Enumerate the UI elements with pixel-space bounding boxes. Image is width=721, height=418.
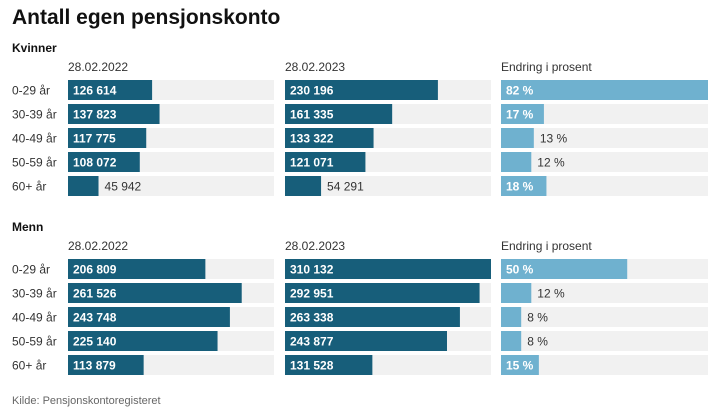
bar bbox=[285, 80, 438, 100]
bar bbox=[285, 331, 447, 351]
data-label: 121 071 bbox=[290, 156, 334, 170]
bar bbox=[501, 355, 539, 375]
bar bbox=[68, 283, 242, 303]
data-label: 131 528 bbox=[290, 359, 334, 373]
data-label: 8 % bbox=[527, 335, 548, 349]
bar-track bbox=[501, 307, 708, 327]
bar bbox=[68, 80, 153, 100]
category-label: 30-39 år bbox=[12, 108, 57, 122]
data-label: 133 322 bbox=[290, 132, 334, 146]
data-label: 117 775 bbox=[73, 132, 116, 146]
bar bbox=[68, 128, 147, 148]
bar-track bbox=[501, 355, 708, 375]
data-label: 230 196 bbox=[290, 84, 334, 98]
series-header: Endring i prosent bbox=[501, 239, 592, 253]
bar bbox=[285, 259, 491, 279]
category-label: 60+ år bbox=[12, 180, 46, 194]
bar-track bbox=[501, 283, 708, 303]
data-label: 108 072 bbox=[73, 156, 117, 170]
bar bbox=[501, 152, 532, 172]
category-label: 60+ år bbox=[12, 359, 46, 373]
bar bbox=[285, 128, 374, 148]
data-label: 12 % bbox=[537, 287, 565, 301]
data-label: 243 748 bbox=[73, 311, 117, 325]
data-label: 8 % bbox=[527, 311, 548, 325]
data-label: 261 526 bbox=[73, 287, 117, 301]
bar bbox=[285, 104, 393, 124]
data-label: 292 951 bbox=[290, 287, 334, 301]
bar bbox=[501, 331, 522, 351]
series-header: 28.02.2022 bbox=[68, 60, 128, 74]
data-label: 12 % bbox=[537, 156, 565, 170]
data-label: 243 877 bbox=[290, 335, 334, 349]
category-label: 0-29 år bbox=[12, 263, 50, 277]
bar bbox=[501, 283, 532, 303]
bar bbox=[68, 355, 144, 375]
series-header: 28.02.2023 bbox=[285, 239, 345, 253]
data-label: 50 % bbox=[506, 263, 534, 277]
data-label: 206 809 bbox=[73, 263, 117, 277]
series-header: Endring i prosent bbox=[501, 60, 592, 74]
bar bbox=[68, 104, 160, 124]
series-header: 28.02.2023 bbox=[285, 60, 345, 74]
bar bbox=[68, 307, 230, 327]
bar-track bbox=[501, 152, 708, 172]
data-label: 126 614 bbox=[73, 84, 117, 98]
data-label: 45 942 bbox=[105, 180, 142, 194]
data-label: 13 % bbox=[540, 132, 568, 146]
data-label: 17 % bbox=[506, 108, 534, 122]
data-label: 18 % bbox=[506, 180, 534, 194]
data-label: 137 823 bbox=[73, 108, 117, 122]
bar-track bbox=[285, 176, 491, 196]
bar bbox=[285, 307, 460, 327]
data-label: 113 879 bbox=[73, 359, 116, 373]
data-label: 15 % bbox=[506, 359, 534, 373]
bar-track bbox=[501, 331, 708, 351]
category-label: 50-59 år bbox=[12, 335, 57, 349]
data-label: 82 % bbox=[506, 84, 534, 98]
data-label: 161 335 bbox=[290, 108, 334, 122]
bar bbox=[501, 80, 708, 100]
category-label: 50-59 år bbox=[12, 156, 57, 170]
bar bbox=[501, 307, 522, 327]
bar bbox=[285, 152, 366, 172]
category-label: 40-49 år bbox=[12, 132, 57, 146]
group-label: Kvinner bbox=[12, 41, 57, 55]
bar bbox=[285, 355, 373, 375]
data-label: 310 132 bbox=[290, 263, 334, 277]
bar bbox=[501, 176, 547, 196]
category-label: 30-39 år bbox=[12, 287, 57, 301]
data-label: 54 291 bbox=[327, 180, 364, 194]
bar bbox=[285, 176, 322, 196]
bar bbox=[501, 104, 544, 124]
category-label: 40-49 år bbox=[12, 311, 57, 325]
data-label: 225 140 bbox=[73, 335, 117, 349]
series-header: 28.02.2022 bbox=[68, 239, 128, 253]
bar bbox=[68, 331, 218, 351]
data-label: 263 338 bbox=[290, 311, 334, 325]
category-label: 0-29 år bbox=[12, 84, 50, 98]
bar-track bbox=[501, 176, 708, 196]
bar bbox=[68, 259, 206, 279]
bar-track bbox=[68, 176, 274, 196]
group-label: Menn bbox=[12, 220, 43, 234]
bar bbox=[68, 152, 140, 172]
source-note: Kilde: Pensjonskontoregisteret bbox=[12, 395, 161, 407]
bar bbox=[285, 283, 480, 303]
bar bbox=[501, 128, 534, 148]
bar-track bbox=[501, 104, 708, 124]
bar bbox=[68, 176, 99, 196]
bar bbox=[501, 259, 628, 279]
chart-title: Antall egen pensjonskonto bbox=[12, 6, 281, 29]
bar-track bbox=[501, 128, 708, 148]
